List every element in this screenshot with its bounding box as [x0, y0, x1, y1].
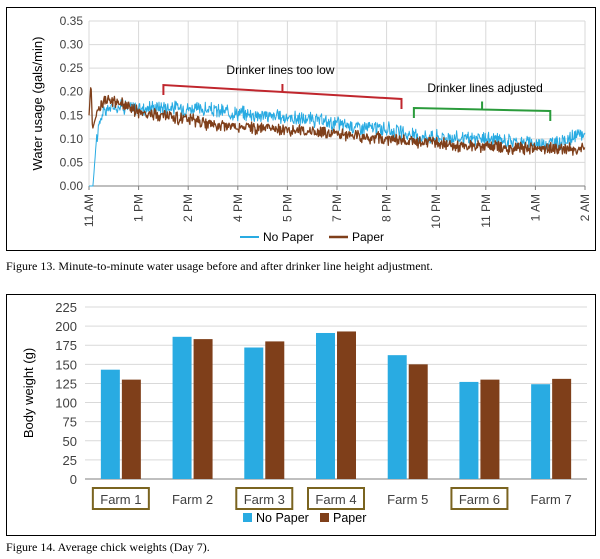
water-usage-line-chart: 0.00 0.05 0.10 0.15 0.20 0.25 0.30 0.35 11 AM 1 P…	[30, 14, 592, 244]
x-tick-label: 10 PM	[429, 194, 443, 229]
x-category-label: Farm 7	[531, 492, 572, 507]
y-tick-label: 25	[63, 453, 77, 468]
y-tick-label: 75	[63, 415, 77, 430]
bar-paper-farm-7	[552, 378, 572, 479]
bar-no-paper-farm-2	[172, 336, 192, 479]
figure-14-caption: Figure 14. Average chick weights (Day 7)…	[6, 540, 210, 554]
y-tick-label: 0.15	[60, 108, 84, 122]
bar-no-paper-farm-6	[459, 381, 479, 479]
annotation-too-low-label: Drinker lines too low	[226, 63, 334, 77]
x-category-label: Farm 5	[387, 492, 428, 507]
bar-paper-farm-5	[408, 364, 428, 479]
chick-weights-bar-chart: 0 25 50 75 100 125 150 175 200 225 Body weight (g)…	[21, 300, 587, 525]
x-tick-label: 11 AM	[82, 194, 96, 227]
y-tick-label: 0.05	[60, 155, 84, 169]
y-tick-label: 100	[55, 396, 77, 411]
x-tick-label: 2 PM	[181, 194, 195, 222]
figure-14-panel: 0 25 50 75 100 125 150 175 200 225 Body weight (g)…	[6, 294, 596, 536]
y-tick-label: 225	[55, 300, 77, 315]
bar-no-paper-farm-3	[244, 347, 264, 479]
y-axis-title: Body weight (g)	[21, 348, 36, 438]
legend-label-no-paper: No Paper	[263, 230, 314, 244]
legend-label-paper: Paper	[333, 511, 366, 525]
x-tick-label: 7 PM	[330, 194, 344, 222]
series-line-paper	[88, 87, 586, 156]
x-category-label: Farm 4	[315, 492, 356, 507]
bar-no-paper-farm-4	[316, 332, 335, 479]
x-tick-label: 5 PM	[280, 194, 294, 222]
legend-swatch-no-paper	[243, 513, 252, 522]
bar-paper-farm-2	[193, 339, 213, 479]
legend-label-paper: Paper	[352, 230, 384, 244]
y-tick-label: 0.25	[60, 61, 84, 75]
series-line-no-paper	[89, 99, 586, 187]
figure-13-caption: Figure 13. Minute-to-minute water usage …	[6, 259, 433, 273]
x-category-label: Farm 2	[172, 492, 213, 507]
y-tick-label: 0	[70, 472, 77, 487]
y-tick-label: 50	[63, 434, 77, 449]
y-axis-title: Water usage (gals/min)	[30, 37, 45, 171]
legend-swatch-paper	[320, 513, 329, 522]
bar-no-paper-farm-1	[100, 369, 120, 479]
y-tick-label: 0.20	[60, 85, 84, 99]
x-tick-label: 11 PM	[479, 194, 493, 228]
x-category-label: Farm 1	[100, 492, 141, 507]
annotation-too-low-bracket	[162, 83, 403, 109]
y-tick-label: 125	[55, 376, 77, 391]
y-tick-label: 0.35	[60, 14, 84, 28]
bar-no-paper-farm-7	[531, 384, 551, 479]
category-highlight-box	[307, 487, 365, 510]
x-tick-label: 1 AM	[528, 194, 542, 221]
bar-paper-farm-6	[480, 379, 500, 479]
y-tick-label: 0.30	[60, 38, 84, 52]
figure-13-panel: 0.00 0.05 0.10 0.15 0.20 0.25 0.30 0.35 11 AM 1 P…	[6, 7, 596, 251]
x-tick-label: 2 AM	[578, 194, 592, 221]
y-tick-label: 0.00	[60, 179, 84, 193]
bar-paper-farm-3	[265, 341, 285, 479]
annotation-adjusted-label: Drinker lines adjusted	[427, 81, 542, 95]
annotation-adjusted-bracket	[412, 101, 552, 121]
x-tick-label: 8 PM	[380, 194, 394, 222]
x-tick-label: 1 PM	[132, 194, 146, 222]
x-category-label: Farm 3	[244, 492, 285, 507]
x-tick-label: 4 PM	[231, 194, 245, 222]
category-highlight-box	[235, 487, 294, 510]
bar-paper-farm-4	[337, 331, 356, 479]
category-highlight-box	[91, 487, 150, 510]
y-tick-label: 0.10	[60, 132, 84, 146]
category-highlight-box	[450, 487, 509, 510]
legend-label-no-paper: No Paper	[256, 511, 309, 525]
x-category-label: Farm 6	[459, 492, 500, 507]
y-tick-label: 200	[55, 319, 77, 334]
bar-paper-farm-1	[121, 379, 141, 479]
y-tick-label: 150	[55, 357, 77, 372]
bar-no-paper-farm-5	[387, 355, 407, 479]
y-tick-label: 175	[55, 338, 77, 353]
